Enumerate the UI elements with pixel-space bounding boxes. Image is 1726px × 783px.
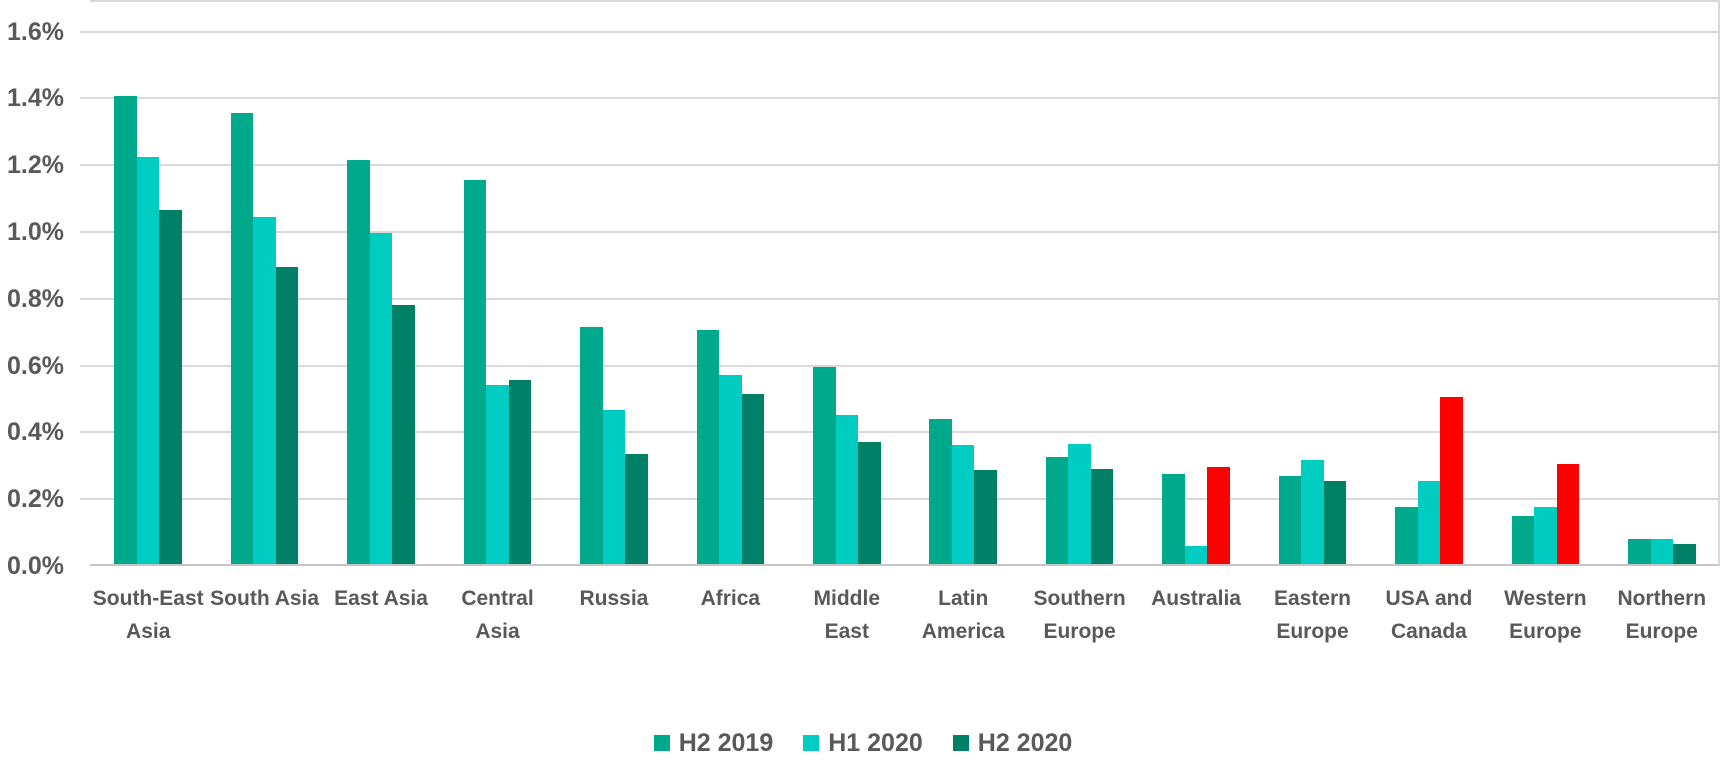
bar-south-asia-h1-2020 [253,216,276,564]
bar-southern-europe-h1-2020 [1068,443,1091,564]
category-label-central-asia: Central Asia [461,587,534,643]
y-tick-label: 1.4% [7,84,64,113]
category-label-russia: Russia [579,587,649,610]
category-label-south-east-asia: South-East Asia [92,587,204,643]
bar-southern-europe-h2-2020 [1090,468,1114,564]
y-tick-label: 0.0% [7,552,64,580]
gridline-1.4% [80,97,1718,100]
category-label-latin-america: Latin America [921,587,1005,643]
bar-africa-h2-2019 [696,330,720,564]
bar-russia-h2-2020 [625,453,648,564]
bar-east-asia-h2-2020 [392,305,415,564]
category-label-eastern-europe: Eastern Europe [1273,587,1352,643]
bar-eastern-europe-h2-2020 [1323,480,1347,564]
bar-central-asia-h1-2020 [486,385,509,564]
gridline-0.4% [80,431,1718,434]
gridline-1.6% [80,30,1718,33]
bar-eastern-europe-h2-2019 [1278,475,1302,564]
category-label-africa: Africa [700,587,761,610]
category-label-australia: Australia [1151,587,1241,610]
bar-middle-east-h1-2020 [835,415,859,564]
plot-area [80,0,1720,566]
bar-northern-europe-h2-2020 [1673,543,1696,564]
bar-africa-h2-2020 [741,393,765,564]
bar-east-asia-h1-2020 [369,233,393,564]
gridline-0.2% [80,498,1718,501]
bar-middle-east-h2-2020 [858,442,881,564]
bar-middle-east-h2-2019 [813,366,836,564]
category-label-middle-east: Middle East [813,587,881,643]
bar-russia-h2-2019 [580,326,603,564]
bar-australia-h2-2020 [1207,467,1230,564]
bar-south-east-asia-h2-2019 [114,96,137,564]
legend-swatch-icon [952,735,969,751]
bar-africa-h1-2020 [719,375,742,564]
y-tick-label: 0.6% [7,351,64,380]
legend-swatch-icon [803,735,820,751]
category-label-southern-europe: Southern Europe [1033,587,1126,643]
legend-label: H2 2020 [977,729,1073,757]
bar-australia-h2-2019 [1162,473,1185,564]
bar-usa-and-canada-h1-2020 [1417,480,1441,564]
category-label-south-asia: South Asia [210,587,320,610]
y-tick-label: 1.0% [7,218,64,246]
bar-southern-europe-h2-2019 [1045,457,1069,564]
legend-label: H1 2020 [828,729,923,757]
bar-usa-and-canada-h2-2019 [1395,507,1418,564]
category-label-usa-and-canada: USA and Canada [1385,587,1473,643]
legend-swatch-icon [653,735,670,751]
bar-western-europe-h1-2020 [1534,507,1557,564]
bar-australia-h1-2020 [1184,545,1208,564]
gridline-1.0% [80,231,1718,233]
bar-east-asia-h2-2019 [347,159,370,564]
bar-eastern-europe-h1-2020 [1301,460,1324,564]
category-label-northern-europe: Northern Europe [1617,587,1707,643]
bar-south-east-asia-h1-2020 [136,156,160,564]
y-tick-label: 0.4% [7,418,64,447]
bar-western-europe-h2-2020 [1556,463,1580,564]
bar-central-asia-h2-2020 [508,380,532,564]
bar-northern-europe-h1-2020 [1650,538,1674,564]
bar-south-asia-h2-2019 [230,113,254,564]
bar-latin-america-h2-2020 [974,470,997,564]
gridline-0.8% [80,297,1718,300]
legend-item-h2-2019: H2 2019 [653,729,774,757]
y-tick-label: 0.2% [7,485,64,514]
y-tick-label: 0.8% [7,284,64,313]
y-tick-label: 1.2% [7,151,64,180]
category-label-east-asia: East Asia [334,587,428,610]
chart-legend: H2 2019 H1 2020 H2 2020 [0,730,1726,756]
bar-south-asia-h2-2020 [275,266,299,564]
legend-item-h1-2020: H1 2020 [803,730,923,756]
bar-western-europe-h2-2019 [1511,515,1535,564]
bar-central-asia-h2-2019 [463,179,487,564]
gridline-0.6% [80,364,1718,367]
bar-usa-and-canada-h2-2020 [1440,397,1463,564]
bar-south-east-asia-h2-2020 [159,209,182,564]
y-tick-label: 1.6% [7,17,64,46]
gridline-1.2% [80,164,1718,167]
bar-latin-america-h1-2020 [951,445,975,564]
bar-northern-europe-h2-2019 [1628,538,1651,564]
bar-russia-h1-2020 [602,410,626,564]
legend-label: H2 2019 [678,729,774,757]
bar-latin-america-h2-2019 [929,418,952,564]
category-label-western-europe: Western Europe [1504,587,1587,643]
legend-item-h2-2020: H2 2020 [952,729,1073,757]
